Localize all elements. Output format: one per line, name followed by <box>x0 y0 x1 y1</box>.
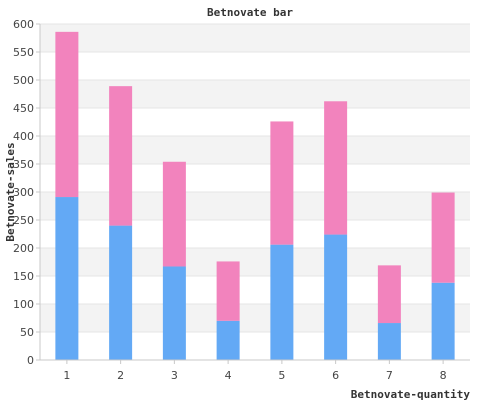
bar-segment-1-s1 <box>55 197 79 360</box>
y-tick-label: 600 <box>13 18 34 31</box>
background-band <box>40 136 470 164</box>
gridlines <box>40 23 470 333</box>
background-band <box>40 248 470 276</box>
bar-segment-4-s1 <box>216 320 240 360</box>
bar-segment-7-s1 <box>377 323 401 360</box>
y-tick-label: 550 <box>13 46 34 59</box>
x-tick-label: 1 <box>63 369 70 382</box>
bar-segment-5-s1 <box>270 244 294 360</box>
bar-segment-6-s2 <box>324 101 348 235</box>
bar-segment-8-s1 <box>431 282 455 360</box>
plot-background-bands <box>40 24 470 332</box>
x-tick-label: 8 <box>440 369 447 382</box>
y-tick-label: 200 <box>13 242 34 255</box>
bar-segment-2-s1 <box>109 225 133 360</box>
x-tick-label: 4 <box>225 369 232 382</box>
bar-segment-3-s1 <box>162 266 186 360</box>
bar-segment-4-s2 <box>216 261 240 321</box>
bars <box>55 31 455 360</box>
y-tick-label: 450 <box>13 102 34 115</box>
x-tick-label: 6 <box>332 369 339 382</box>
bar-segment-6-s1 <box>324 234 348 360</box>
x-tick-label: 7 <box>386 369 393 382</box>
y-tick-label: 150 <box>13 270 34 283</box>
bar-segment-2-s2 <box>109 86 133 226</box>
y-tick-label: 350 <box>13 158 34 171</box>
y-tick-label: 0 <box>27 354 34 367</box>
bar-segment-5-s2 <box>270 121 294 245</box>
background-band <box>40 304 470 332</box>
chart-title: Betnovate bar <box>207 6 293 19</box>
bar-segment-8-s2 <box>431 192 455 283</box>
x-tick-labels: 1 2 3 4 5 6 7 8 <box>63 360 447 382</box>
x-tick-label: 5 <box>278 369 285 382</box>
background-band <box>40 192 470 220</box>
background-band <box>40 24 470 52</box>
y-tick-label: 250 <box>13 214 34 227</box>
x-tick-label: 3 <box>171 369 178 382</box>
bar-segment-1-s2 <box>55 31 79 198</box>
y-tick-label: 400 <box>13 130 34 143</box>
y-tick-label: 500 <box>13 74 34 87</box>
y-tick-label: 50 <box>20 326 34 339</box>
bar-segment-3-s2 <box>162 161 186 267</box>
x-tick-label: 2 <box>117 369 124 382</box>
background-band <box>40 80 470 108</box>
y-tick-labels: 0 50 100 150 200 250 300 350 400 450 500 550 600 <box>13 18 40 367</box>
y-tick-label: 300 <box>13 186 34 199</box>
bar-segment-7-s2 <box>377 265 401 324</box>
y-tick-label: 100 <box>13 298 34 311</box>
y-axis-label: Betnovate-sales <box>4 142 17 241</box>
x-axis-label: Betnovate-quantity <box>351 388 471 400</box>
